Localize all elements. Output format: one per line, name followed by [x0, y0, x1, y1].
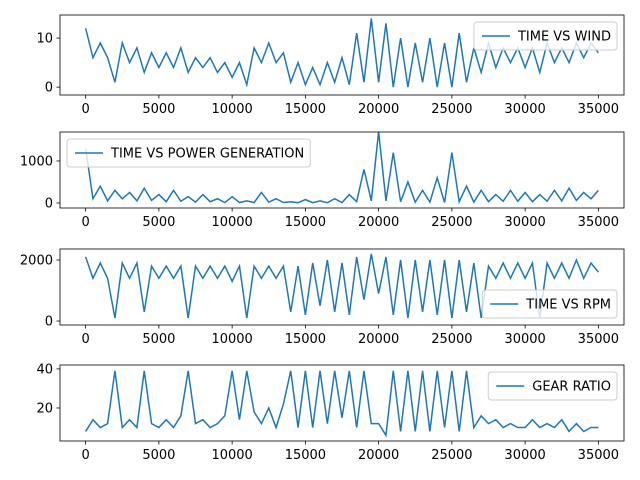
- x-tick-label: 35000: [578, 332, 619, 347]
- x-tick-label: 15000: [285, 215, 326, 230]
- data-line: [85, 370, 599, 438]
- legend-label: GEAR RATIO: [532, 380, 611, 395]
- y-tick-label: 2000: [20, 253, 53, 268]
- axes-frame: [59, 131, 625, 209]
- subplot: 0 5000 10000 15000 20000 25000 30000 35000 20 40 G…: [36, 362, 625, 463]
- x-tick-label: 30000: [504, 332, 545, 347]
- x-tick-label: 30000: [504, 448, 545, 463]
- x-tick-label: 0: [81, 332, 89, 347]
- y-tick-label: 10: [36, 32, 53, 47]
- y-tick-label: 40: [36, 362, 53, 377]
- axes-frame: [59, 248, 625, 326]
- x-tick-label: 15000: [285, 102, 326, 117]
- x-tick-label: 10000: [211, 215, 252, 230]
- x-tick-label: 15000: [285, 448, 326, 463]
- x-tick-label: 0: [81, 215, 89, 230]
- x-tick-label: 20000: [358, 102, 399, 117]
- x-tick-label: 10000: [211, 332, 252, 347]
- lines: [84, 253, 599, 319]
- x-tick-label: 25000: [431, 448, 472, 463]
- x-tick-label: 25000: [431, 332, 472, 347]
- x-tick-label: 5000: [142, 102, 175, 117]
- x-tick-label: 15000: [285, 332, 326, 347]
- legend-label: TIME VS POWER GENERATION: [110, 147, 304, 162]
- x-tick-label: 35000: [578, 448, 619, 463]
- y-tick-label: 20: [36, 401, 53, 416]
- y-tick-label: 0: [45, 315, 53, 330]
- subplot: 0 5000 10000 15000 20000 25000 30000 35000 0 10 TI…: [36, 14, 625, 117]
- legend-label: TIME VS WIND: [517, 30, 611, 45]
- subplot: 0 5000 10000 15000 20000 25000 30000 35000 0 1000…: [20, 131, 625, 230]
- legend-box: [487, 371, 618, 401]
- x-tick-label: 20000: [358, 448, 399, 463]
- x-tick-label: 30000: [504, 215, 545, 230]
- x-tick-label: 10000: [211, 448, 252, 463]
- x-tick-label: 0: [81, 448, 89, 463]
- x-tick-label: 10000: [211, 102, 252, 117]
- x-tick-label: 5000: [142, 215, 175, 230]
- x-tick-label: 35000: [578, 102, 619, 117]
- x-tick-label: 30000: [504, 102, 545, 117]
- legend-box: [481, 289, 618, 319]
- legend: TIME VS WIND: [473, 21, 618, 51]
- x-tick-label: 20000: [358, 332, 399, 347]
- legend: GEAR RATIO: [487, 371, 618, 401]
- axes-frame: [59, 14, 625, 96]
- legend: TIME VS POWER GENERATION: [66, 138, 311, 168]
- x-tick-label: 5000: [142, 332, 175, 347]
- x-tick-label: 25000: [431, 102, 472, 117]
- legend-label: TIME VS RPM: [525, 298, 611, 313]
- data-line: [84, 18, 599, 88]
- data-line: [84, 253, 599, 319]
- legend: TIME VS RPM: [481, 289, 618, 319]
- legend-box: [473, 21, 618, 51]
- lines: [84, 132, 599, 205]
- subplot: 0 5000 10000 15000 20000 25000 30000 35000 0 2000…: [20, 248, 625, 347]
- y-tick-label: 1000: [20, 154, 53, 169]
- y-tick-label: 0: [45, 196, 53, 211]
- lines: [84, 18, 599, 88]
- x-tick-label: 0: [81, 102, 89, 117]
- y-tick-label: 0: [45, 81, 53, 96]
- x-tick-label: 25000: [431, 215, 472, 230]
- legend-box: [66, 138, 311, 168]
- lines: [85, 370, 599, 438]
- data-line: [84, 132, 599, 205]
- axes-frame: [59, 364, 625, 442]
- x-tick-label: 20000: [358, 215, 399, 230]
- x-tick-label: 5000: [142, 448, 175, 463]
- x-tick-label: 35000: [578, 215, 619, 230]
